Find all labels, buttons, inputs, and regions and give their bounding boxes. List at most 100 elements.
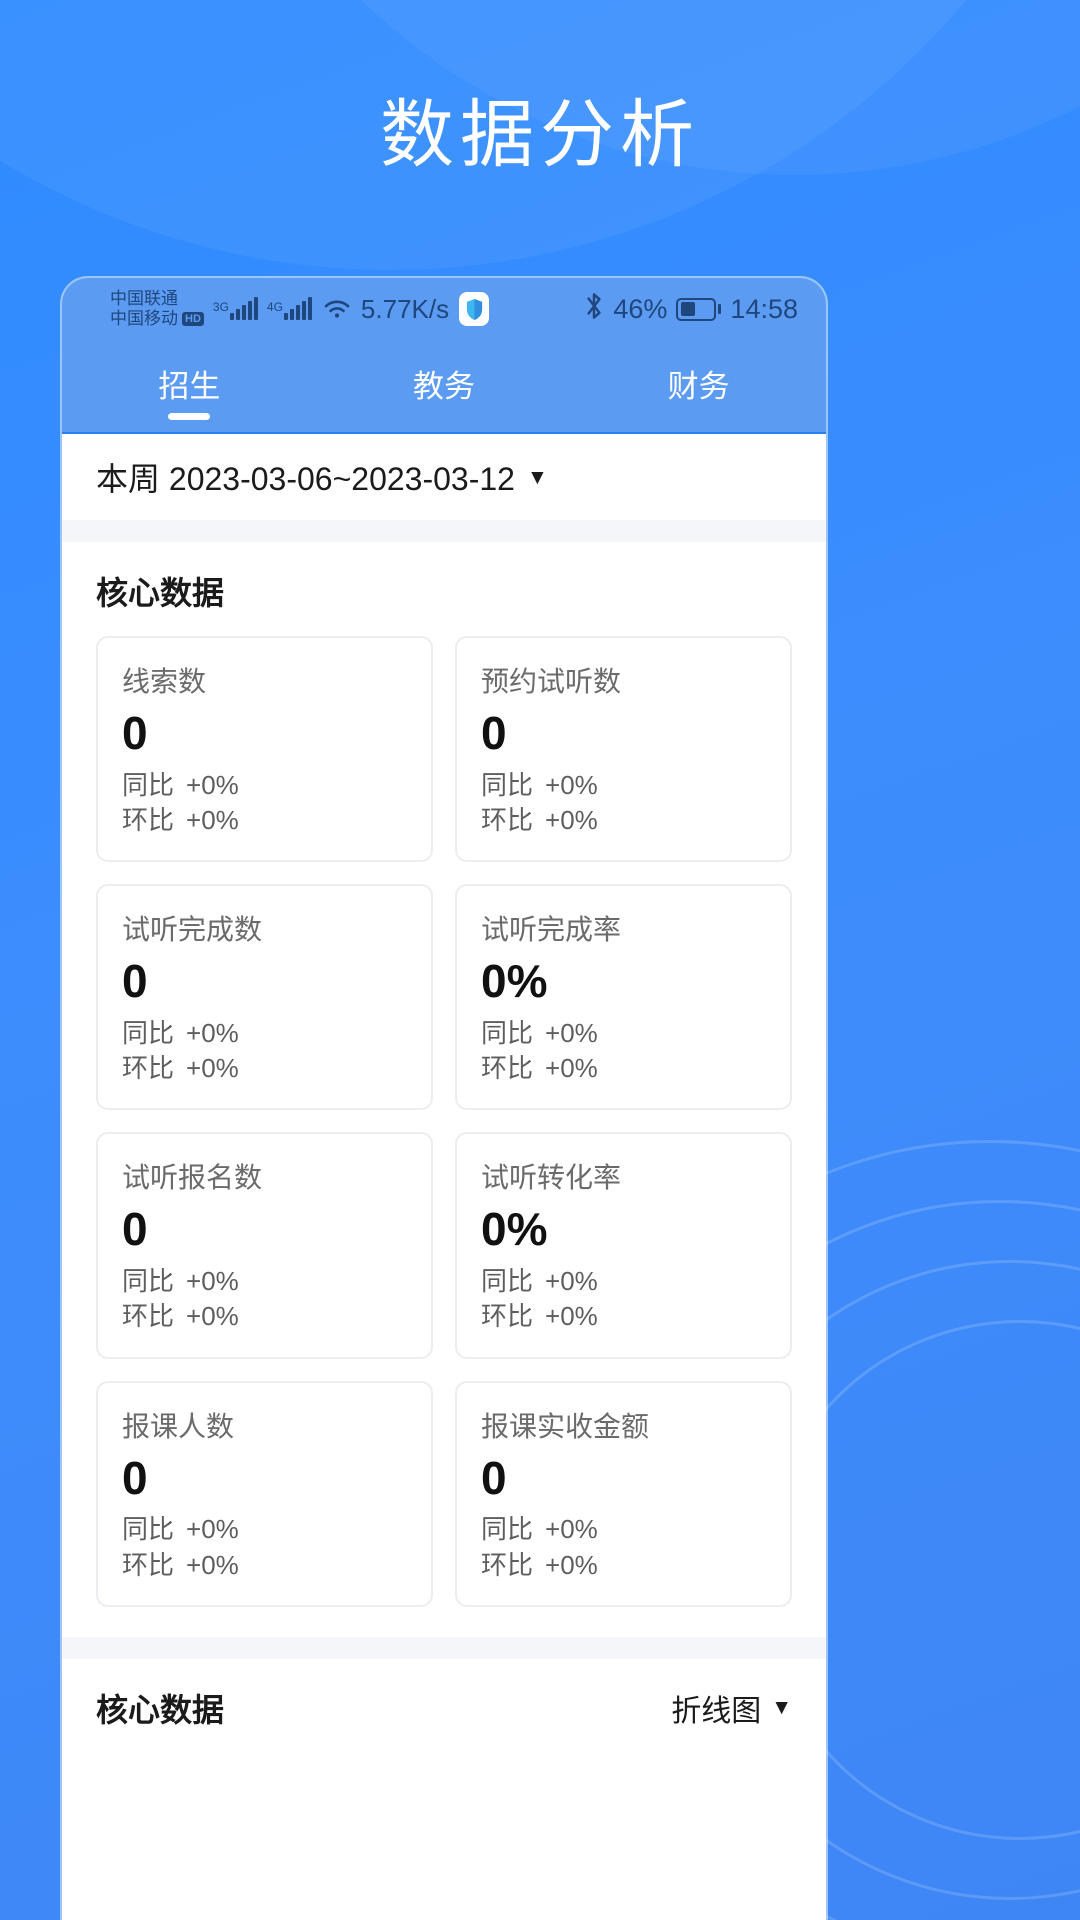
metric-value: 0 (481, 707, 507, 759)
tongbi-value: +0% (545, 1514, 598, 1545)
huanbi-label: 环比 (481, 1549, 534, 1580)
metric-value: 0 (122, 1203, 148, 1256)
tongbi-value: +0% (186, 769, 239, 800)
metric-huanbi-row: 环比 +0% (122, 1299, 407, 1334)
tab-label: 财务 (667, 368, 730, 404)
metric-card[interactable]: 报课人数 0 同比 +0% 环比 +0% (96, 1380, 433, 1607)
metric-label: 线索数 (122, 666, 207, 697)
signal-3g-group: 3G (212, 297, 258, 320)
tongbi-label: 同比 (481, 769, 534, 800)
huanbi-value: +0% (545, 804, 598, 835)
tongbi-value: +0% (186, 1017, 239, 1048)
metric-card[interactable]: 报课实收金额 0 同比 +0% 环比 +0% (455, 1380, 792, 1607)
tab-bar: 招生 教务 财务 (62, 340, 826, 432)
huanbi-value: +0% (186, 804, 239, 835)
metric-value: 0 (122, 1451, 148, 1504)
battery-percent-label: 46% (613, 293, 668, 324)
carrier-info: 中国联通 中国移动 HD (110, 289, 204, 329)
tab-zhaosheng[interactable]: 招生 (62, 340, 317, 432)
tab-jiaowu[interactable]: 教务 (317, 340, 572, 432)
carrier-secondary-row: 中国移动 HD (110, 309, 204, 329)
tongbi-label: 同比 (122, 1514, 175, 1545)
metric-huanbi-row: 环比 +0% (481, 1051, 766, 1086)
huanbi-label: 环比 (481, 1053, 534, 1084)
chart-type-selector[interactable]: 折线图 ▼ (671, 1686, 792, 1730)
metric-label: 预约试听数 (481, 666, 622, 697)
tongbi-value: +0% (186, 1514, 239, 1545)
chevron-down-icon: ▼ (771, 1696, 792, 1720)
huanbi-label: 环比 (481, 1301, 534, 1332)
metric-huanbi-row: 环比 +0% (122, 1051, 407, 1086)
metric-huanbi-row: 环比 +0% (122, 803, 407, 838)
metric-card[interactable]: 试听报名数 0 同比 +0% 环比 +0% (96, 1132, 433, 1359)
metric-huanbi-row: 环比 +0% (481, 1299, 766, 1334)
metric-tongbi-row: 同比 +0% (122, 1512, 407, 1547)
signal-3g-label: 3G (212, 300, 229, 314)
page-title: 数据分析 (380, 93, 700, 176)
huanbi-label: 环比 (122, 804, 175, 835)
date-filter-label: 本周 2023-03-06~2023-03-12 (96, 461, 515, 497)
huanbi-label: 环比 (122, 1301, 175, 1332)
tab-label: 招生 (158, 368, 221, 404)
phone-frame: 中国联通 中国移动 HD 3G 4G (62, 278, 826, 1920)
metric-tongbi-row: 同比 +0% (481, 1512, 766, 1547)
metric-label: 试听转化率 (481, 1162, 622, 1194)
metric-card[interactable]: 试听完成数 0 同比 +0% 环比 +0% (96, 884, 433, 1111)
metric-value: 0% (481, 955, 548, 1008)
huanbi-label: 环比 (481, 804, 534, 835)
chart-section-title: 核心数据 (96, 1691, 225, 1728)
chart-section-header: 核心数据 折线图 ▼ (96, 1659, 792, 1753)
metric-value: 0 (122, 955, 148, 1008)
huanbi-value: +0% (186, 1053, 239, 1084)
metric-label: 试听完成率 (481, 914, 622, 946)
metric-card[interactable]: 预约试听数 0 同比 +0% 环比 +0% (455, 636, 792, 863)
date-filter-bar[interactable]: 本周 2023-03-06~2023-03-12 ▼ (62, 432, 826, 520)
hd-badge: HD (182, 311, 204, 327)
battery-icon (676, 297, 722, 321)
tongbi-value: +0% (186, 1265, 239, 1296)
section-divider (62, 1636, 826, 1659)
huanbi-value: +0% (186, 1549, 239, 1580)
huanbi-value: +0% (545, 1301, 598, 1332)
metric-label: 试听报名数 (122, 1162, 263, 1194)
metric-label: 报课实收金额 (481, 1410, 650, 1442)
metric-card[interactable]: 试听完成率 0% 同比 +0% 环比 +0% (455, 884, 792, 1111)
metric-huanbi-row: 环比 +0% (481, 803, 766, 838)
metric-value: 0 (481, 1451, 507, 1504)
status-bar-right: 46% 14:58 (584, 278, 798, 340)
chart-type-label: 折线图 (671, 1694, 762, 1728)
metric-value: 0 (122, 707, 148, 759)
chevron-down-icon: ▼ (526, 465, 548, 489)
network-speed-label: 5.77K/s (360, 293, 450, 324)
core-data-card-grid: 线索数 0 同比 +0% 环比 +0% 预约试听数 0 同比 +0% (96, 636, 792, 1637)
metric-label: 报课人数 (122, 1410, 235, 1442)
signal-bars-icon (283, 297, 312, 320)
tongbi-value: +0% (545, 1265, 598, 1296)
metric-card[interactable]: 试听转化率 0% 同比 +0% 环比 +0% (455, 1132, 792, 1359)
metric-huanbi-row: 环比 +0% (481, 1548, 766, 1583)
metric-card[interactable]: 线索数 0 同比 +0% 环比 +0% (96, 636, 433, 863)
chart-section: 核心数据 折线图 ▼ (62, 1658, 826, 1753)
tab-caiwu[interactable]: 财务 (571, 340, 826, 432)
huanbi-label: 环比 (122, 1053, 175, 1084)
signal-4g-group: 4G (267, 297, 312, 320)
huanbi-label: 环比 (122, 1549, 175, 1580)
core-data-title: 核心数据 (96, 575, 225, 611)
wifi-icon (322, 297, 352, 321)
date-filter-selector[interactable]: 本周 2023-03-06~2023-03-12 ▼ (96, 454, 548, 500)
screen-body: 本周 2023-03-06~2023-03-12 ▼ 核心数据 线索数 0 同比… (62, 432, 826, 1753)
shield-icon (459, 292, 490, 326)
signal-bars-icon (229, 297, 258, 320)
section-divider (62, 520, 826, 542)
metric-tongbi-row: 同比 +0% (481, 1016, 766, 1051)
core-data-section: 核心数据 线索数 0 同比 +0% 环比 +0% 预约试听数 (62, 542, 826, 1637)
metric-tongbi-row: 同比 +0% (122, 1264, 407, 1299)
carrier-primary-label: 中国联通 (110, 288, 178, 308)
carrier-primary-row: 中国联通 (110, 289, 204, 309)
clock-label: 14:58 (730, 293, 798, 324)
core-data-header: 核心数据 (96, 542, 792, 636)
tongbi-label: 同比 (481, 1017, 534, 1048)
huanbi-value: +0% (545, 1549, 598, 1580)
huanbi-value: +0% (545, 1053, 598, 1084)
